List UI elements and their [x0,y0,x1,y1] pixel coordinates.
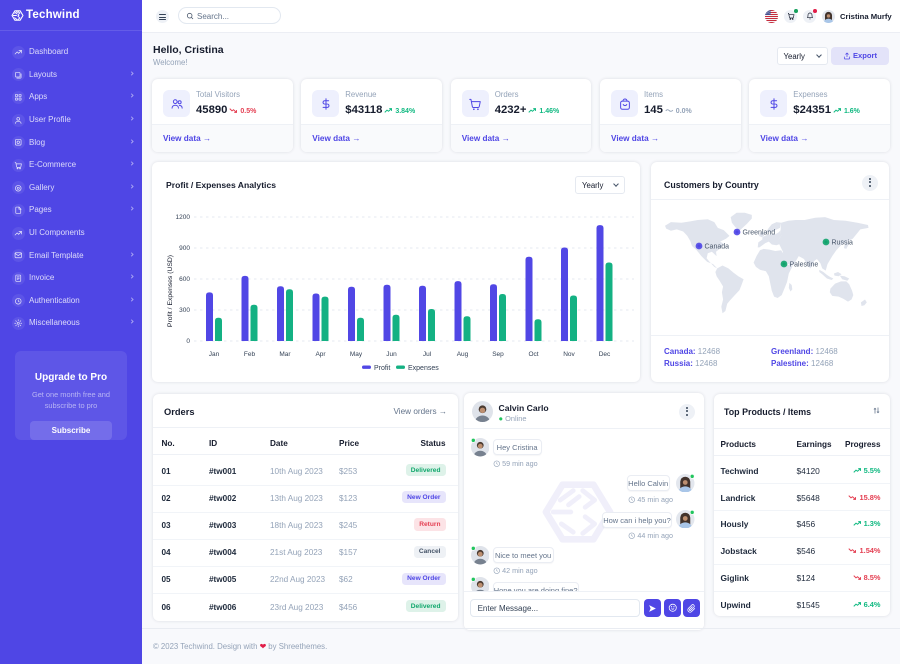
svg-text:900: 900 [179,245,190,252]
svg-text:Mar: Mar [279,351,291,358]
svg-text:Russia: Russia [832,240,854,247]
svg-text:Jul: Jul [423,351,432,358]
svg-text:Dec: Dec [599,351,611,358]
svg-text:0: 0 [186,338,190,345]
svg-text:Profit: Profit [374,365,390,372]
svg-text:Profit / Expenses (USD): Profit / Expenses (USD) [167,255,174,327]
svg-text:300: 300 [179,307,190,314]
svg-text:Apr: Apr [315,351,326,358]
svg-text:Canada: Canada [705,244,730,251]
svg-text:Oct: Oct [528,351,538,358]
svg-text:1200: 1200 [176,214,191,221]
svg-text:May: May [350,351,363,358]
svg-text:Jun: Jun [386,351,397,358]
svg-text:Jan: Jan [209,351,220,358]
svg-text:Sep: Sep [492,351,504,358]
svg-text:Feb: Feb [244,351,256,358]
svg-text:Expenses: Expenses [408,365,439,372]
svg-text:Nov: Nov [563,351,575,358]
svg-text:Greenland: Greenland [743,230,776,237]
svg-text:Palestine: Palestine [790,262,819,269]
svg-text:600: 600 [179,276,190,283]
svg-text:Aug: Aug [457,351,469,358]
